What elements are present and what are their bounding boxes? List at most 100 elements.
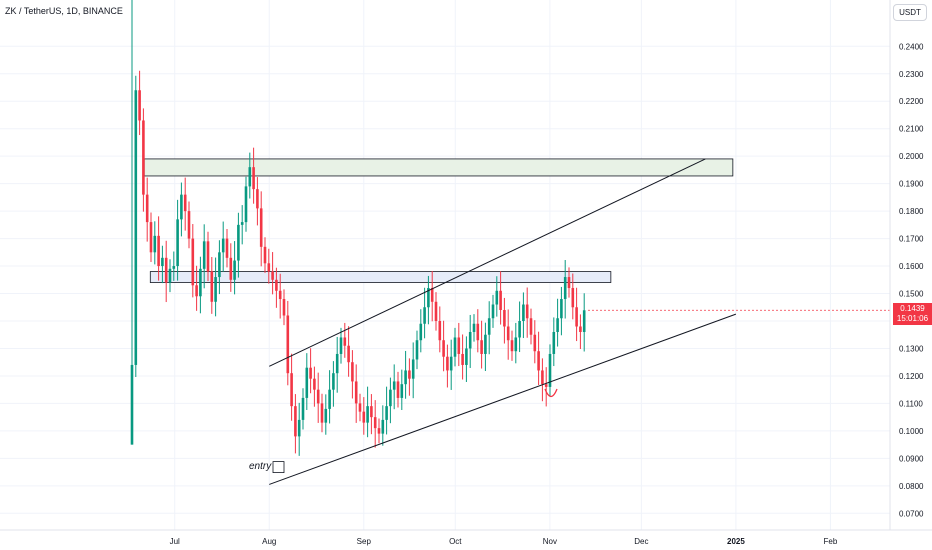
candle-body (309, 367, 312, 379)
candle-body (157, 235, 160, 267)
candle-body (552, 331, 556, 354)
candle-body (324, 408, 328, 423)
candle-countdown: 15:01:06 (896, 314, 929, 323)
y-tick-label: 0.1100 (899, 399, 923, 408)
candle-body (514, 337, 518, 352)
entry-label: entry (249, 461, 272, 472)
candle-body (206, 241, 210, 272)
channel-upper-line (269, 158, 706, 367)
candle-body (373, 417, 377, 429)
x-tick-label: Nov (543, 537, 557, 546)
candle-body (294, 406, 297, 437)
candle-body (446, 356, 449, 371)
candle-body (176, 219, 179, 267)
y-tick-label: 0.1700 (899, 235, 924, 244)
candle-body (415, 340, 419, 360)
candle-body (252, 167, 255, 190)
x-tick-label: Dec (634, 537, 648, 546)
entry-marker (272, 461, 285, 473)
y-tick-label: 0.1800 (899, 207, 924, 216)
candle-body (499, 290, 502, 311)
x-tick-label: Jul (170, 537, 180, 546)
candle-body (377, 428, 381, 434)
candle-body (457, 337, 461, 354)
candle-body (518, 321, 521, 338)
candle-body (503, 310, 506, 327)
candle-body (571, 288, 575, 308)
candle-body (430, 288, 434, 302)
last-price-tag: 0.1439 15:01:06 (893, 303, 932, 325)
candle-body (180, 194, 183, 220)
y-tick-label: 0.1300 (899, 344, 924, 353)
candle-body (351, 362, 354, 382)
x-tick-label: Feb (824, 537, 838, 546)
candle-body (301, 397, 305, 420)
candle-body (392, 381, 396, 390)
candle-body (408, 370, 411, 379)
candle-body (240, 222, 244, 225)
grid-lines (0, 0, 890, 530)
candle-body (320, 403, 324, 423)
candle-body (525, 304, 529, 319)
x-tick-label: Oct (449, 537, 462, 546)
y-tick-label: 0.1500 (899, 290, 924, 299)
candle-body (332, 373, 335, 390)
candle-body (575, 307, 578, 327)
candle-body (556, 318, 559, 332)
candle-body (453, 337, 457, 357)
candle-body (427, 288, 430, 308)
candle-body (153, 235, 157, 253)
time-axis[interactable]: Jul Aug Sep Oct Nov Dec 2025 Feb (170, 537, 838, 546)
trend-lines (269, 158, 737, 485)
candle-body (130, 364, 134, 445)
y-tick-label: 0.1000 (899, 427, 924, 436)
currency-button[interactable]: USDT (893, 4, 927, 21)
candle-body (381, 419, 385, 434)
y-tick-label: 0.1200 (899, 372, 924, 381)
bounce-arc (544, 388, 558, 398)
candle-body (423, 307, 426, 324)
y-tick-label: 0.1600 (899, 262, 924, 271)
candle-body (438, 321, 442, 341)
candle-body (297, 419, 301, 437)
candle-body (271, 271, 274, 280)
candle-body (449, 356, 453, 371)
candle-body (218, 252, 221, 278)
candle-body (256, 189, 259, 209)
candle-body (248, 167, 252, 187)
candle-body (491, 304, 495, 319)
candle-body (138, 90, 141, 121)
candle-body (237, 224, 240, 261)
y-tick-label: 0.1900 (899, 180, 924, 189)
candle-body (400, 384, 404, 398)
candle-body (434, 301, 438, 321)
candle-body (259, 208, 263, 247)
candle-body (510, 340, 514, 352)
candle-body (396, 381, 400, 398)
y-tick-label: 0.2400 (899, 42, 924, 51)
candle-body (168, 268, 172, 283)
candle-body (172, 266, 176, 269)
candle-body (362, 411, 366, 423)
candle-body (385, 406, 388, 420)
candle-body (366, 406, 369, 423)
y-tick-label: 0.2200 (899, 97, 924, 106)
resistance-zone (149, 271, 612, 283)
channel-lower-line (269, 313, 737, 485)
candle-body (316, 389, 320, 404)
candle-body (472, 323, 476, 332)
candle-body (544, 384, 548, 387)
y-tick-label: 0.0700 (899, 509, 924, 518)
candle-body (495, 290, 499, 305)
candle-body (267, 263, 271, 272)
candle-body (354, 381, 358, 404)
y-tick-label: 0.2100 (899, 125, 924, 134)
candle-body (419, 323, 423, 341)
price-axis[interactable]: 0.2400 0.2300 0.2200 0.2100 0.2000 0.1900 0.18… (899, 42, 924, 518)
y-tick-label: 0.0800 (899, 482, 924, 491)
candle-body (465, 348, 468, 365)
candle-body (468, 331, 472, 349)
candle-body (278, 290, 282, 300)
resistance-zones (143, 158, 734, 283)
